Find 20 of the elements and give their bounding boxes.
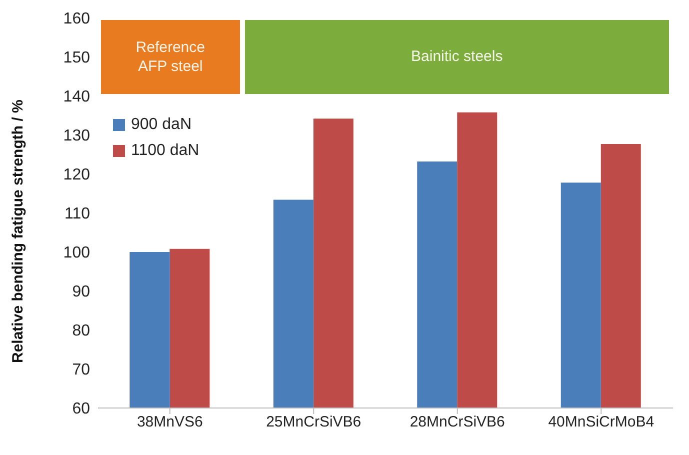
y-tick-label: 160 — [63, 10, 90, 28]
y-tick-label: 130 — [63, 128, 90, 145]
y-tick-label: 60 — [72, 400, 90, 418]
y-tick-label: 110 — [64, 206, 90, 223]
group-header-box: Bainitic steels — [244, 20, 669, 94]
y-tick-label: 90 — [72, 284, 90, 301]
y-tick-label: 80 — [72, 322, 90, 340]
x-tick-label: 28MnCrSiVB6 — [410, 414, 505, 431]
legend-label: 900 daN — [131, 114, 192, 135]
x-tick-label: 38MnVS6 — [136, 414, 203, 431]
y-tick-label: 140 — [63, 88, 90, 106]
legend-label: 1100 daN — [131, 140, 200, 161]
y-tick-label: 100 — [63, 244, 90, 262]
group-header-box: Reference AFP steel — [101, 20, 240, 94]
x-tick-label: 40MnSiCrMoB4 — [548, 414, 654, 431]
y-tick-label: 150 — [63, 50, 90, 67]
y-tick-label: 120 — [63, 166, 90, 184]
y-tick-label: 70 — [72, 362, 90, 379]
x-tick-label: 25MnCrSiVB6 — [266, 414, 362, 431]
y-axis-title: Relative bending fatigue strength / % — [9, 100, 26, 363]
